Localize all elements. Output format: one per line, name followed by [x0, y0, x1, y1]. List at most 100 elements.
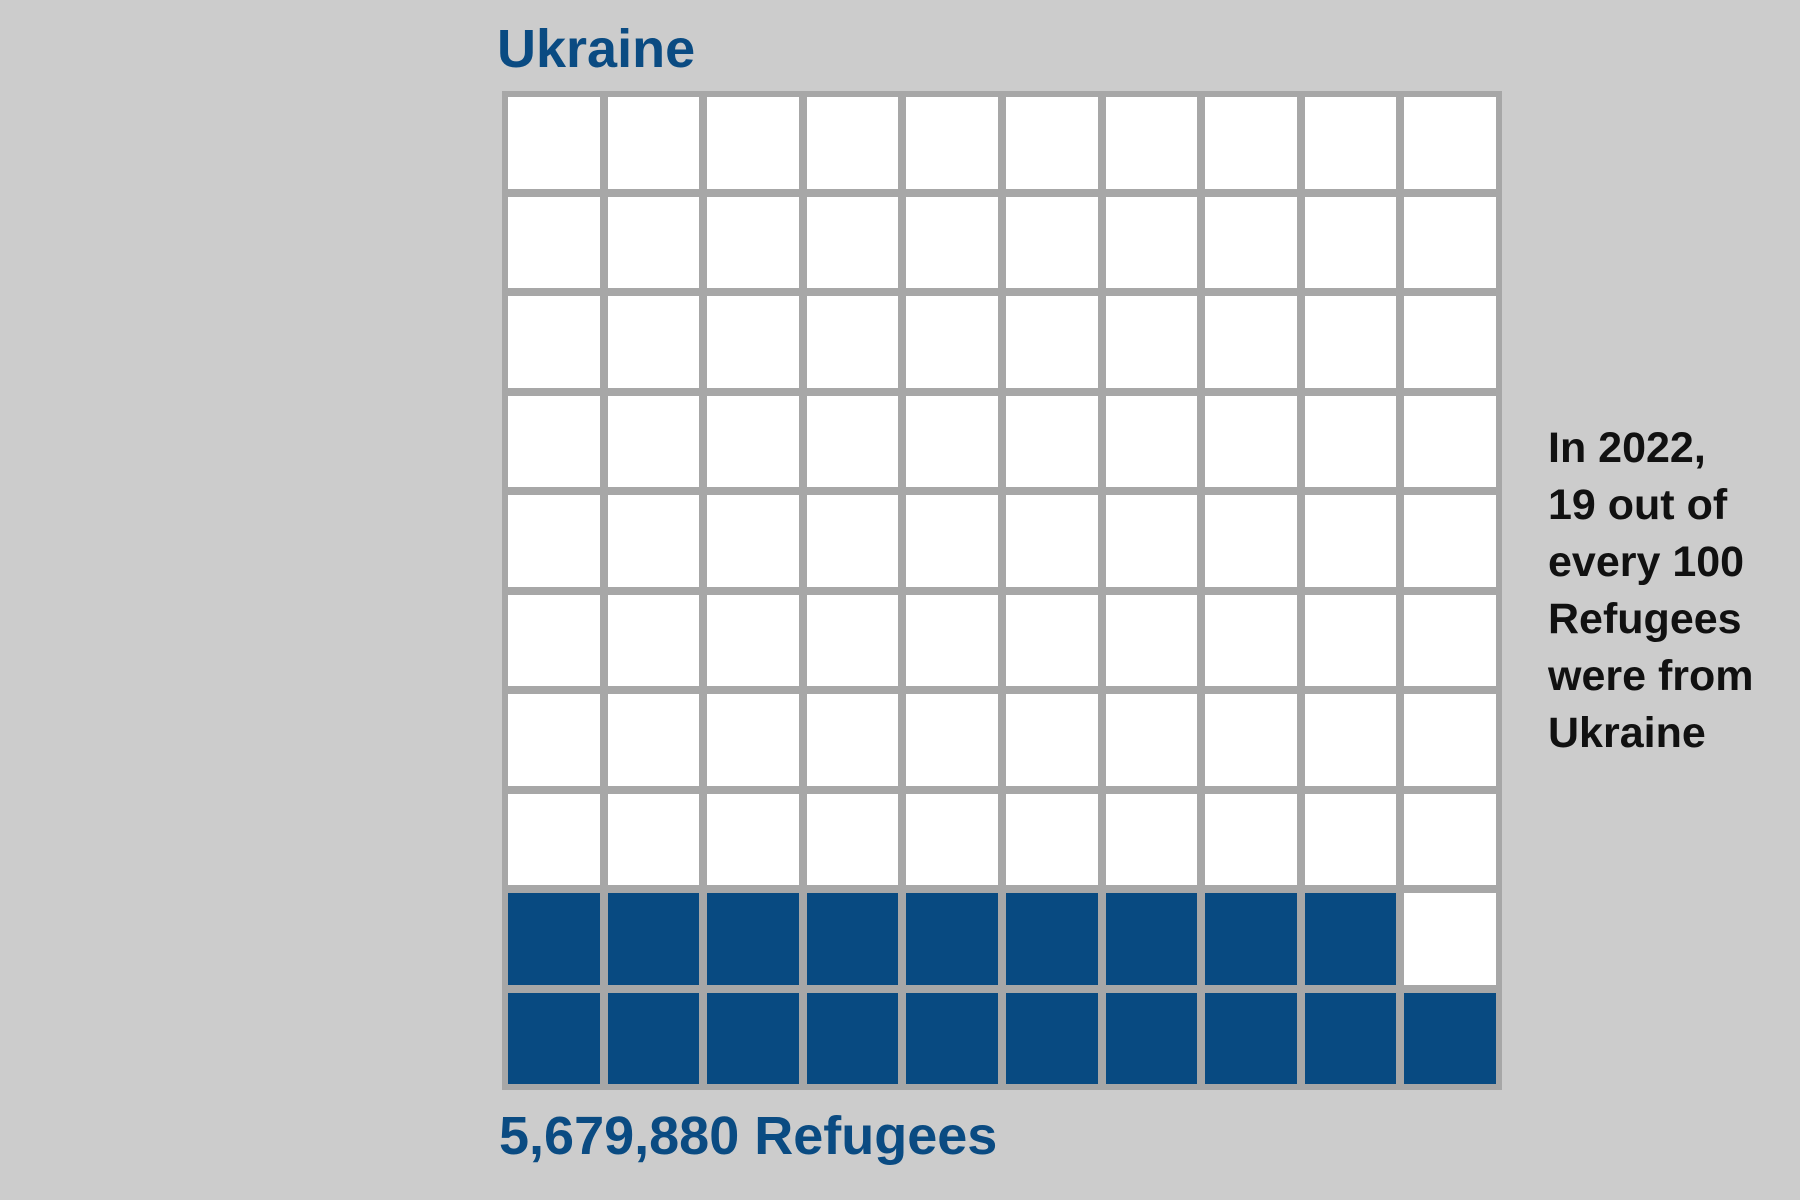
waffle-cell-empty — [1105, 495, 1198, 587]
waffle-cell-empty — [1205, 594, 1297, 686]
waffle-cell-empty — [1005, 97, 1098, 189]
chart-title: Ukraine — [497, 19, 696, 79]
waffle-cell-empty — [707, 395, 799, 487]
waffle-cell-filled — [906, 992, 998, 1084]
waffle-grid — [502, 91, 1502, 1090]
waffle-cell-empty — [906, 296, 998, 388]
waffle-cell-empty — [806, 196, 899, 288]
waffle-cell-empty — [1105, 694, 1198, 786]
waffle-cell-filled — [1304, 992, 1397, 1084]
waffle-cell-empty — [508, 594, 600, 686]
waffle-cell-empty — [1105, 196, 1198, 288]
waffle-cell-empty — [906, 694, 998, 786]
waffle-cell-empty — [1205, 296, 1297, 388]
waffle-cell-empty — [1304, 495, 1397, 587]
waffle-cell-empty — [1304, 793, 1397, 885]
waffle-cell-empty — [1005, 694, 1098, 786]
waffle-cell-empty — [806, 495, 899, 587]
waffle-cell-empty — [906, 594, 998, 686]
waffle-cell-filled — [508, 992, 600, 1084]
waffle-cell-empty — [707, 97, 799, 189]
waffle-cell-empty — [607, 296, 700, 388]
waffle-cell-filled — [707, 992, 799, 1084]
waffle-cell-empty — [1304, 296, 1397, 388]
waffle-cell-empty — [1205, 694, 1297, 786]
waffle-cell-filled — [707, 893, 799, 985]
waffle-cell-filled — [806, 992, 899, 1084]
waffle-cell-empty — [1205, 395, 1297, 487]
annotation-line: Ukraine — [1548, 709, 1706, 757]
waffle-cell-empty — [1005, 395, 1098, 487]
waffle-cell-empty — [906, 395, 998, 487]
waffle-cell-empty — [806, 694, 899, 786]
waffle-cell-empty — [906, 495, 998, 587]
waffle-cell-empty — [1304, 694, 1397, 786]
waffle-cell-filled — [806, 893, 899, 985]
waffle-cell-empty — [806, 793, 899, 885]
waffle-cell-empty — [1205, 196, 1297, 288]
waffle-cell-empty — [1304, 196, 1397, 288]
waffle-cell-empty — [1404, 495, 1496, 587]
waffle-cell-empty — [607, 495, 700, 587]
annotation-line: In 2022, — [1548, 424, 1706, 472]
waffle-cell-empty — [1404, 893, 1496, 985]
waffle-cell-empty — [806, 97, 899, 189]
waffle-cell-empty — [1304, 395, 1397, 487]
waffle-cell-filled — [1105, 893, 1198, 985]
waffle-cell-filled — [1105, 992, 1198, 1084]
waffle-cell-empty — [508, 793, 600, 885]
waffle-cell-empty — [707, 793, 799, 885]
waffle-cell-empty — [1205, 495, 1297, 587]
waffle-cell-empty — [1404, 694, 1496, 786]
waffle-cell-empty — [806, 594, 899, 686]
waffle-cell-filled — [607, 992, 700, 1084]
waffle-cell-empty — [607, 694, 700, 786]
waffle-cell-filled — [1205, 992, 1297, 1084]
waffle-cell-empty — [508, 196, 600, 288]
waffle-cell-filled — [1005, 893, 1098, 985]
waffle-cell-empty — [1205, 97, 1297, 189]
annotation-line: 19 out of — [1548, 481, 1728, 529]
waffle-cell-filled — [1005, 992, 1098, 1084]
waffle-cell-empty — [1105, 296, 1198, 388]
annotation-line: Refugees — [1548, 595, 1742, 643]
waffle-cell-empty — [508, 395, 600, 487]
waffle-cell-empty — [1304, 594, 1397, 686]
waffle-cell-empty — [906, 793, 998, 885]
waffle-cell-filled — [1205, 893, 1297, 985]
waffle-cell-filled — [906, 893, 998, 985]
annotation-line: were from — [1548, 652, 1754, 700]
waffle-cell-empty — [1005, 196, 1098, 288]
waffle-cell-empty — [1404, 793, 1496, 885]
waffle-cell-empty — [1005, 495, 1098, 587]
waffle-cell-empty — [707, 694, 799, 786]
waffle-cell-empty — [1105, 594, 1198, 686]
annotation-line: every 100 — [1548, 538, 1745, 586]
waffle-cell-empty — [1404, 97, 1496, 189]
waffle-cell-empty — [1005, 296, 1098, 388]
waffle-cell-empty — [1404, 395, 1496, 487]
waffle-cell-empty — [607, 196, 700, 288]
waffle-cell-filled — [1304, 893, 1397, 985]
waffle-cell-filled — [607, 893, 700, 985]
waffle-cell-empty — [707, 495, 799, 587]
waffle-cell-empty — [1005, 594, 1098, 686]
waffle-cell-empty — [508, 495, 600, 587]
waffle-cell-empty — [607, 793, 700, 885]
waffle-cell-filled — [1404, 992, 1496, 1084]
waffle-cell-empty — [607, 395, 700, 487]
waffle-cell-empty — [707, 296, 799, 388]
waffle-cell-empty — [1205, 793, 1297, 885]
waffle-cell-empty — [1105, 793, 1198, 885]
waffle-cell-empty — [508, 694, 600, 786]
waffle-cell-empty — [508, 97, 600, 189]
waffle-cell-empty — [906, 196, 998, 288]
waffle-cell-empty — [607, 97, 700, 189]
waffle-cell-empty — [607, 594, 700, 686]
waffle-cell-empty — [1005, 793, 1098, 885]
waffle-cell-empty — [707, 594, 799, 686]
waffle-cell-empty — [707, 196, 799, 288]
waffle-cell-filled — [508, 893, 600, 985]
waffle-cell-empty — [806, 296, 899, 388]
waffle-cell-empty — [1105, 395, 1198, 487]
